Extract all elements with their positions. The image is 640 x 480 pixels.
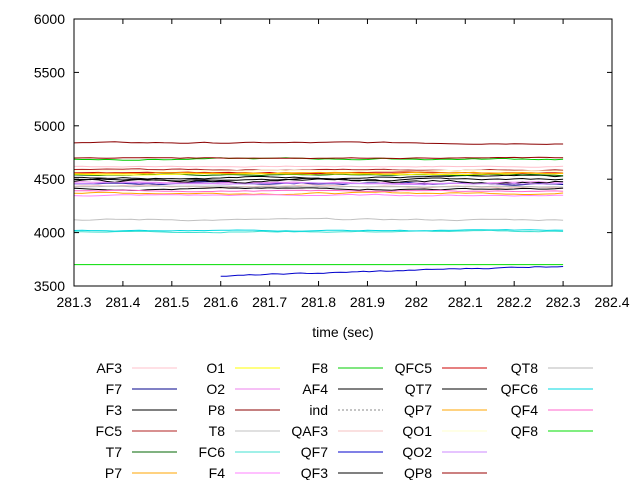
legend-label-qf7: QF7 bbox=[301, 444, 328, 460]
legend-label-o1: O1 bbox=[206, 360, 225, 376]
y-tick-label: 4000 bbox=[34, 225, 65, 241]
legend-label-f4: F4 bbox=[209, 465, 226, 480]
legend-label-qp8: QP8 bbox=[404, 465, 432, 480]
legend-label-o2: O2 bbox=[206, 381, 225, 397]
series-line-fc6 bbox=[73, 229, 564, 234]
x-tick-label: 282.1 bbox=[448, 294, 483, 310]
y-tick-label: 5500 bbox=[34, 64, 65, 80]
legend-label-qt8: QT8 bbox=[511, 360, 538, 376]
legend-label-f3: F3 bbox=[106, 402, 123, 418]
legend-label-qt7: QT7 bbox=[405, 381, 432, 397]
x-tick-label: 282.4 bbox=[594, 294, 629, 310]
legend-label-t7: T7 bbox=[106, 444, 123, 460]
y-axis: 3500 4000 4500 5000 5500 6000 bbox=[34, 11, 612, 294]
x-tick-label: 282.3 bbox=[546, 294, 581, 310]
legend-label-qfc5: QFC5 bbox=[395, 360, 433, 376]
legend-label-qf3: QF3 bbox=[301, 465, 328, 480]
y-tick-label: 4500 bbox=[34, 171, 65, 187]
legend-label-ind: ind bbox=[309, 402, 328, 418]
series-line-p7 bbox=[73, 191, 564, 196]
legend-label-af4: AF4 bbox=[302, 381, 328, 397]
legend-label-fc5: FC5 bbox=[96, 423, 123, 439]
legend-label-qf8: QF8 bbox=[511, 423, 538, 439]
y-tick-label: 5000 bbox=[34, 118, 65, 134]
series-line-qp7 bbox=[73, 171, 564, 175]
series-line-qf3 bbox=[73, 186, 564, 192]
series-line-qf4 bbox=[73, 189, 564, 193]
x-axis: 281.3 281.4 281.5 281.6 281.7 281.8 281.9 282 28… bbox=[56, 19, 630, 310]
plot-lines bbox=[73, 141, 564, 277]
series-line-af3 bbox=[73, 165, 564, 168]
series-line-f8 bbox=[73, 157, 564, 161]
legend-label-t8: T8 bbox=[209, 423, 226, 439]
x-tick-label: 281.4 bbox=[105, 294, 140, 310]
series-line-qo2 bbox=[73, 182, 564, 186]
x-tick-label: 281.6 bbox=[203, 294, 238, 310]
legend-label-qo1: QO1 bbox=[402, 423, 432, 439]
x-tick-label: 282.2 bbox=[497, 294, 532, 310]
legend-label-af3: AF3 bbox=[96, 360, 122, 376]
series-line-qt8 bbox=[73, 185, 564, 188]
legend-label-fc6: FC6 bbox=[199, 444, 226, 460]
legend-label-qaf3: QAF3 bbox=[291, 423, 328, 439]
legend: AF3 F7 F3 FC5 T7 P7 O1 O2 P8 T8 FC6 F4 F8 AF4 ind QAF3 Q… bbox=[96, 360, 593, 480]
x-tick-label: 281.9 bbox=[350, 294, 385, 310]
legend-label-f7: F7 bbox=[106, 381, 123, 397]
x-tick-label: 281.3 bbox=[56, 294, 91, 310]
series-line-qfc6 bbox=[73, 229, 564, 232]
plot-frame bbox=[73, 18, 613, 287]
series-line-qf7 bbox=[220, 266, 564, 277]
series-line-qp8 bbox=[73, 156, 564, 160]
legend-label-p7: P7 bbox=[105, 465, 122, 480]
legend-label-qp7: QP7 bbox=[404, 402, 432, 418]
series-line-t8 bbox=[73, 217, 564, 222]
legend-label-p8: P8 bbox=[208, 402, 225, 418]
x-tick-label: 281.5 bbox=[154, 294, 189, 310]
series-line-f4 bbox=[73, 193, 564, 197]
x-tick-label: 281.7 bbox=[252, 294, 287, 310]
legend-label-qf4: QF4 bbox=[511, 402, 538, 418]
y-tick-label: 6000 bbox=[34, 11, 65, 27]
x-axis-title: time (sec) bbox=[312, 324, 373, 340]
series-line-p8 bbox=[73, 141, 564, 145]
legend-label-f8: F8 bbox=[312, 360, 329, 376]
legend-label-qfc6: QFC6 bbox=[501, 381, 539, 397]
legend-label-qo2: QO2 bbox=[402, 444, 432, 460]
y-tick-label: 3500 bbox=[34, 278, 65, 294]
series-line-qaf3 bbox=[73, 184, 564, 189]
x-tick-label: 282 bbox=[405, 294, 429, 310]
series-line-qo1 bbox=[73, 169, 564, 172]
series-line-qt7 bbox=[73, 177, 564, 182]
x-tick-label: 281.8 bbox=[301, 294, 336, 310]
